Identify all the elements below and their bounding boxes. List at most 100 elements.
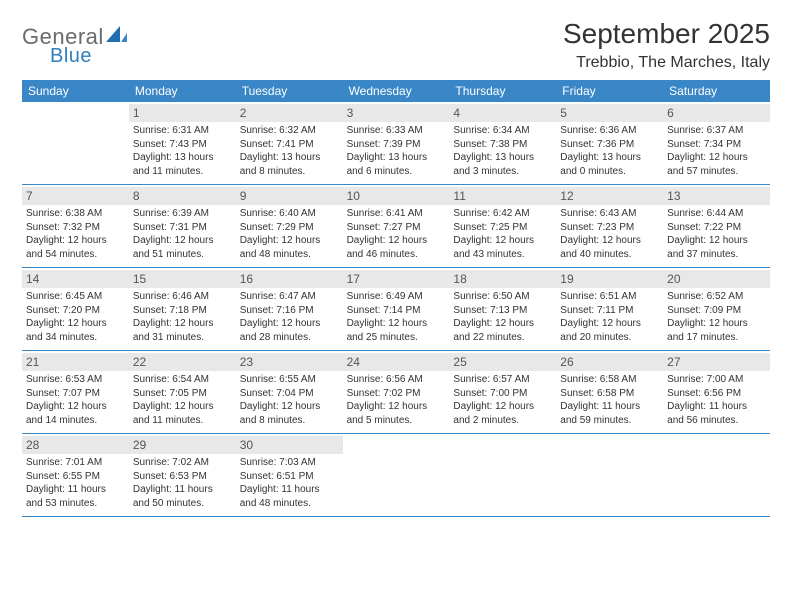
sunset-line: Sunset: 7:18 PM	[133, 304, 232, 318]
sunset-line: Sunset: 6:58 PM	[560, 387, 659, 401]
sunrise-line: Sunrise: 6:40 AM	[240, 207, 339, 221]
day-number: 28	[22, 436, 129, 454]
calendar-cell: 15Sunrise: 6:46 AMSunset: 7:18 PMDayligh…	[129, 268, 236, 350]
day-number: 12	[556, 187, 663, 205]
daylight-line: Daylight: 12 hours and 8 minutes.	[240, 400, 339, 427]
sunrise-line: Sunrise: 6:56 AM	[347, 373, 446, 387]
sunset-line: Sunset: 7:20 PM	[26, 304, 125, 318]
day-number: 27	[663, 353, 770, 371]
day-number: 30	[236, 436, 343, 454]
sunrise-line: Sunrise: 7:01 AM	[26, 456, 125, 470]
day-number: 15	[129, 270, 236, 288]
calendar-cell: 0	[343, 434, 450, 516]
sunset-line: Sunset: 6:56 PM	[667, 387, 766, 401]
calendar-cell: 24Sunrise: 6:56 AMSunset: 7:02 PMDayligh…	[343, 351, 450, 433]
sunrise-line: Sunrise: 6:52 AM	[667, 290, 766, 304]
day-number: 7	[22, 187, 129, 205]
calendar: SundayMondayTuesdayWednesdayThursdayFrid…	[22, 80, 770, 517]
daylight-line: Daylight: 12 hours and 5 minutes.	[347, 400, 446, 427]
daylight-line: Daylight: 12 hours and 28 minutes.	[240, 317, 339, 344]
sunrise-line: Sunrise: 6:33 AM	[347, 124, 446, 138]
weekday-label: Monday	[129, 80, 236, 102]
calendar-cell: 28 Sunrise: 7:01 AMSunset: 6:55 PMDayligh…	[22, 434, 129, 516]
calendar-cell: 7 Sunrise: 6:38 AMSunset: 7:32 PMDaylight…	[22, 185, 129, 267]
daylight-line: Daylight: 13 hours and 8 minutes.	[240, 151, 339, 178]
sunset-line: Sunset: 7:13 PM	[453, 304, 552, 318]
calendar-cell: 11Sunrise: 6:42 AMSunset: 7:25 PMDayligh…	[449, 185, 556, 267]
daylight-line: Daylight: 12 hours and 37 minutes.	[667, 234, 766, 261]
sunrise-line: Sunrise: 6:36 AM	[560, 124, 659, 138]
day-number: 16	[236, 270, 343, 288]
daylight-line: Daylight: 12 hours and 54 minutes.	[26, 234, 125, 261]
calendar-cell: 19Sunrise: 6:51 AMSunset: 7:11 PMDayligh…	[556, 268, 663, 350]
sunset-line: Sunset: 7:07 PM	[26, 387, 125, 401]
calendar-cell: 4Sunrise: 6:34 AMSunset: 7:38 PMDaylight…	[449, 102, 556, 184]
calendar-cell: 8Sunrise: 6:39 AMSunset: 7:31 PMDaylight…	[129, 185, 236, 267]
weekday-label: Thursday	[449, 80, 556, 102]
calendar-cell: 1Sunrise: 6:31 AMSunset: 7:43 PMDaylight…	[129, 102, 236, 184]
sunset-line: Sunset: 7:39 PM	[347, 138, 446, 152]
sunrise-line: Sunrise: 6:47 AM	[240, 290, 339, 304]
sunset-line: Sunset: 7:11 PM	[560, 304, 659, 318]
sunrise-line: Sunrise: 7:03 AM	[240, 456, 339, 470]
sunset-line: Sunset: 7:14 PM	[347, 304, 446, 318]
day-number: 25	[449, 353, 556, 371]
brand-logo: General Blue	[22, 18, 128, 66]
sunset-line: Sunset: 7:32 PM	[26, 221, 125, 235]
calendar-cell: 27 Sunrise: 7:00 AMSunset: 6:56 PMDayligh…	[663, 351, 770, 433]
weekday-header: SundayMondayTuesdayWednesdayThursdayFrid…	[22, 80, 770, 102]
day-number: 17	[343, 270, 450, 288]
daylight-line: Daylight: 12 hours and 11 minutes.	[133, 400, 232, 427]
sunrise-line: Sunrise: 6:44 AM	[667, 207, 766, 221]
sunset-line: Sunset: 7:38 PM	[453, 138, 552, 152]
daylight-line: Daylight: 11 hours and 56 minutes.	[667, 400, 766, 427]
daylight-line: Daylight: 13 hours and 3 minutes.	[453, 151, 552, 178]
sunrise-line: Sunrise: 6:42 AM	[453, 207, 552, 221]
daylight-line: Daylight: 11 hours and 48 minutes.	[240, 483, 339, 510]
sunrise-line: Sunrise: 6:41 AM	[347, 207, 446, 221]
day-number: 26	[556, 353, 663, 371]
calendar-cell: 10Sunrise: 6:41 AMSunset: 7:27 PMDayligh…	[343, 185, 450, 267]
sunrise-line: Sunrise: 6:45 AM	[26, 290, 125, 304]
sunset-line: Sunset: 6:55 PM	[26, 470, 125, 484]
sunset-line: Sunset: 7:23 PM	[560, 221, 659, 235]
sunrise-line: Sunrise: 7:00 AM	[667, 373, 766, 387]
daylight-line: Daylight: 12 hours and 40 minutes.	[560, 234, 659, 261]
calendar-cell: 6Sunrise: 6:37 AMSunset: 7:34 PMDaylight…	[663, 102, 770, 184]
daylight-line: Daylight: 12 hours and 51 minutes.	[133, 234, 232, 261]
sunset-line: Sunset: 7:43 PM	[133, 138, 232, 152]
day-number: 3	[343, 104, 450, 122]
sunrise-line: Sunrise: 6:39 AM	[133, 207, 232, 221]
calendar-cell: 5Sunrise: 6:36 AMSunset: 7:36 PMDaylight…	[556, 102, 663, 184]
sunrise-line: Sunrise: 6:58 AM	[560, 373, 659, 387]
sunset-line: Sunset: 7:27 PM	[347, 221, 446, 235]
calendar-cell: 13Sunrise: 6:44 AMSunset: 7:22 PMDayligh…	[663, 185, 770, 267]
calendar-cell: 2Sunrise: 6:32 AMSunset: 7:41 PMDaylight…	[236, 102, 343, 184]
daylight-line: Daylight: 12 hours and 22 minutes.	[453, 317, 552, 344]
calendar-week: 14Sunrise: 6:45 AMSunset: 7:20 PMDayligh…	[22, 268, 770, 351]
daylight-line: Daylight: 12 hours and 20 minutes.	[560, 317, 659, 344]
calendar-cell: 25Sunrise: 6:57 AMSunset: 7:00 PMDayligh…	[449, 351, 556, 433]
sunset-line: Sunset: 7:41 PM	[240, 138, 339, 152]
daylight-line: Daylight: 12 hours and 48 minutes.	[240, 234, 339, 261]
sunrise-line: Sunrise: 6:38 AM	[26, 207, 125, 221]
daylight-line: Daylight: 12 hours and 57 minutes.	[667, 151, 766, 178]
calendar-cell: 29Sunrise: 7:02 AMSunset: 6:53 PMDayligh…	[129, 434, 236, 516]
day-number: 13	[663, 187, 770, 205]
day-number: 4	[449, 104, 556, 122]
sunset-line: Sunset: 7:09 PM	[667, 304, 766, 318]
calendar-cell: 12Sunrise: 6:43 AMSunset: 7:23 PMDayligh…	[556, 185, 663, 267]
sunrise-line: Sunrise: 6:51 AM	[560, 290, 659, 304]
daylight-line: Daylight: 12 hours and 25 minutes.	[347, 317, 446, 344]
daylight-line: Daylight: 12 hours and 17 minutes.	[667, 317, 766, 344]
calendar-cell: 22Sunrise: 6:54 AMSunset: 7:05 PMDayligh…	[129, 351, 236, 433]
calendar-cell: 9Sunrise: 6:40 AMSunset: 7:29 PMDaylight…	[236, 185, 343, 267]
weekday-label: Sunday	[22, 80, 129, 102]
sunset-line: Sunset: 7:31 PM	[133, 221, 232, 235]
day-number: 18	[449, 270, 556, 288]
sunset-line: Sunset: 7:04 PM	[240, 387, 339, 401]
calendar-cell: 0	[663, 434, 770, 516]
sunset-line: Sunset: 7:05 PM	[133, 387, 232, 401]
day-number: 6	[663, 104, 770, 122]
daylight-line: Daylight: 11 hours and 53 minutes.	[26, 483, 125, 510]
